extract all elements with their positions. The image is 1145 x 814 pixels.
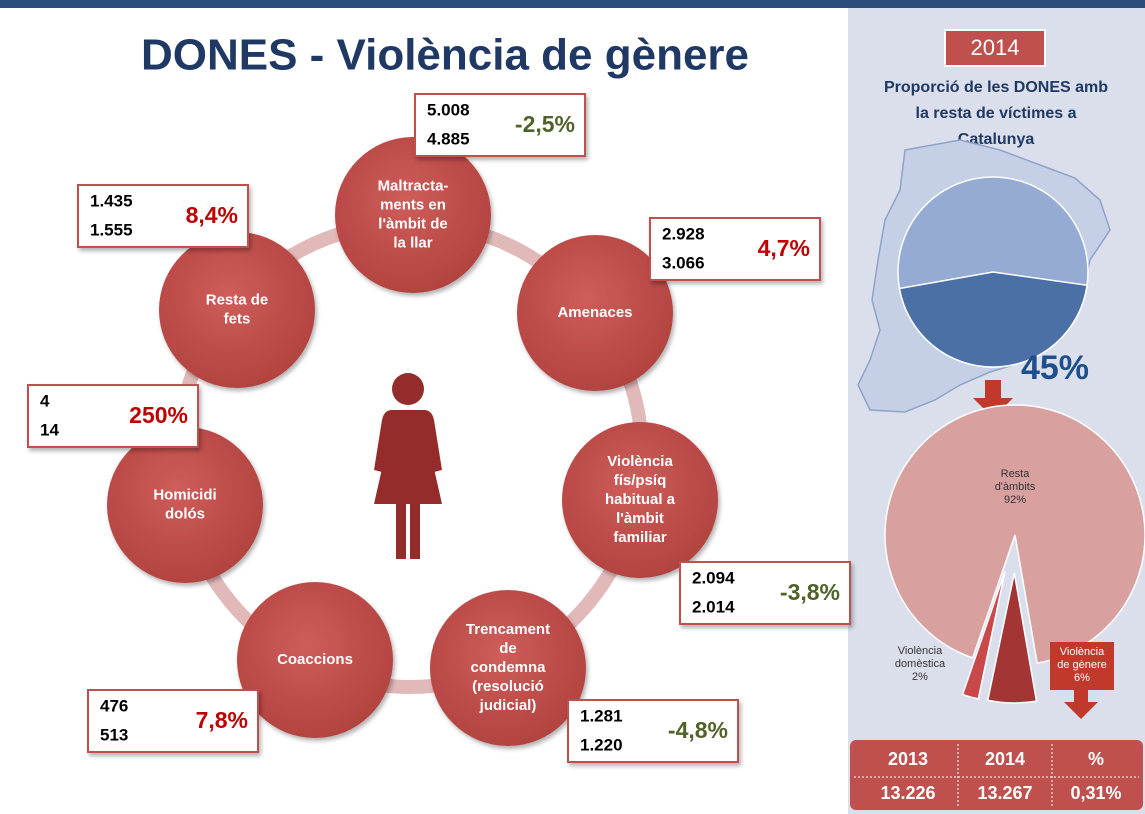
change: -2,5% [515, 111, 575, 137]
arrow [973, 380, 1013, 418]
pie-label: 2% [912, 671, 928, 683]
value-box [567, 699, 739, 763]
pie-name: Violència [898, 645, 943, 657]
value: 2.014 [692, 597, 735, 616]
change: 4,7% [758, 235, 810, 261]
node-label: la llar [393, 234, 432, 251]
node-label: condemna [470, 659, 546, 676]
node-label: Trencament [466, 621, 550, 638]
value: 14 [40, 420, 59, 439]
value: 3.066 [662, 253, 705, 272]
pie-name: de gènere [1057, 659, 1107, 671]
node-circle [335, 137, 491, 293]
value-box [77, 184, 249, 248]
node-label: fets [224, 310, 251, 327]
table-header: 2014 [985, 749, 1025, 769]
node-label: Homicidi [153, 486, 216, 503]
heading-line: la resta de víctimes a [916, 105, 1077, 122]
pie-label: 45% [1021, 349, 1089, 387]
value: 2.094 [692, 568, 735, 587]
value-box [649, 217, 821, 281]
node-label: Maltracta- [378, 177, 449, 194]
pie-slice [884, 404, 1145, 664]
value: 513 [100, 725, 128, 744]
change: 250% [129, 402, 188, 428]
label-bg [1050, 642, 1114, 690]
pie-name: Violència [1060, 646, 1105, 658]
pie-slice [986, 572, 1038, 704]
woman-icon [374, 373, 442, 559]
pie-name: domèstica [895, 658, 946, 670]
year-badge [944, 29, 1046, 67]
value-box [27, 384, 199, 448]
value: 1.435 [90, 191, 133, 210]
value: 1.555 [90, 220, 133, 239]
node-circle [159, 232, 315, 388]
heading-line: Proporció de les DONES amb [884, 79, 1108, 96]
value-box [87, 689, 259, 753]
value: 476 [100, 696, 128, 715]
table-cell: 0,31% [1070, 783, 1121, 803]
node-label: Violència [607, 453, 673, 470]
value: 1.281 [580, 706, 623, 725]
year: 2014 [971, 35, 1020, 60]
pie-1: 45% [897, 176, 1089, 387]
value: 5.008 [427, 100, 470, 119]
change: 8,4% [186, 202, 238, 228]
node-circle [430, 590, 586, 746]
heading: Proporció de les DONES amb la resta de ví… [884, 79, 1108, 148]
node-label: familiar [613, 529, 667, 546]
change: 7,8% [196, 707, 248, 733]
value: 2.928 [662, 224, 705, 243]
node-label: dolós [165, 505, 205, 522]
title: DONES - Violència de gènere [141, 31, 749, 80]
pie-slice [961, 571, 1006, 700]
node-circle [562, 422, 718, 578]
node-label: (resolució [472, 678, 544, 695]
node-label: ments en [380, 196, 446, 213]
pie-slice [898, 271, 1088, 368]
table-header: 2013 [888, 749, 928, 769]
arrow [1064, 688, 1098, 719]
table-header: % [1088, 749, 1104, 769]
table: 2013 13.226 2014 13.267% 0,31% [850, 740, 1143, 810]
value: 1.220 [580, 735, 623, 754]
table-bg [850, 740, 1143, 810]
node-label: de [499, 640, 517, 657]
pie-name: Resta [1001, 468, 1031, 480]
value: 4 [40, 391, 50, 410]
node-label: fís/psíq [614, 472, 667, 489]
pie-label: 6% [1074, 672, 1090, 684]
node-circle [107, 427, 263, 583]
value: 4.885 [427, 129, 470, 148]
value-box [414, 93, 586, 157]
node-label: Coaccions [277, 651, 353, 668]
node-label: Amenaces [557, 304, 632, 321]
top-bar [0, 0, 1145, 8]
value-box [679, 561, 851, 625]
node-circle [237, 582, 393, 738]
node-label: Resta de [206, 291, 269, 308]
node-label: l'àmbit de [378, 215, 447, 232]
nodes: Maltracta-ments en l'àmbit de la llar 5.008… [27, 93, 851, 763]
node-circle [517, 235, 673, 391]
node-label: habitual a [605, 491, 676, 508]
pie-name: d'àmbits [995, 481, 1036, 493]
table-cell: 13.226 [880, 783, 935, 803]
pie-label: 92% [1004, 494, 1026, 506]
node-label: l'àmbit [616, 510, 664, 527]
table-cell: 13.267 [977, 783, 1032, 803]
change: -4,8% [668, 717, 728, 743]
node-label: judicial) [479, 697, 537, 714]
change: -3,8% [780, 579, 840, 605]
